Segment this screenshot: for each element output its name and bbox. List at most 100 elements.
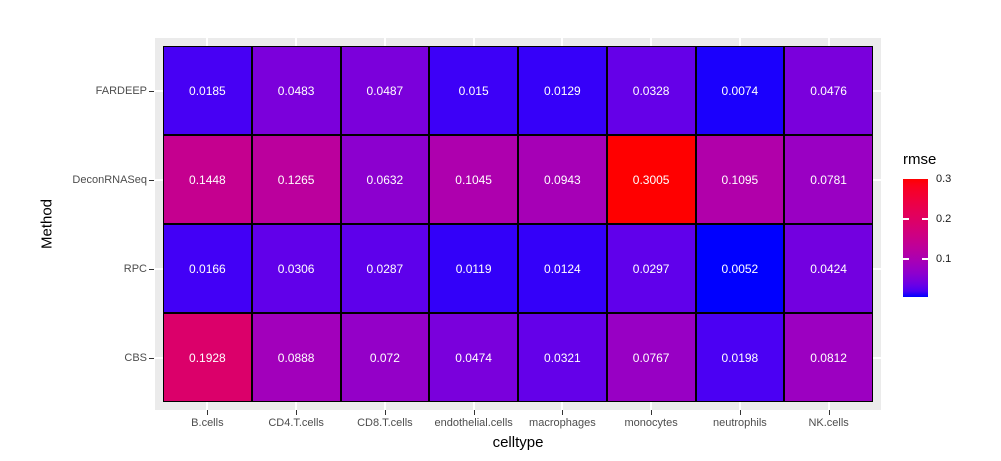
y-axis-tick-label: CBS	[124, 351, 147, 364]
cell-value: 0.0052	[721, 261, 759, 276]
heatmap-cell: 0.0287	[340, 224, 430, 313]
heatmap-cell: 0.0632	[340, 135, 430, 224]
heatmap-cell: 0.0943	[518, 135, 607, 224]
legend: rmse 0.3 0.2 0.1	[903, 151, 998, 311]
cell-value: 0.0321	[544, 350, 581, 365]
x-axis-tick-label: CD8.T.cells	[357, 417, 413, 429]
plot-panel: 0.0185 0.0483 0.0487 0.015 0.0129 0.0328 0.007…	[155, 38, 881, 410]
cell-value: 0.0767	[632, 350, 670, 365]
legend-colorbar	[903, 179, 928, 297]
heatmap-cell: 0.0321	[518, 313, 607, 402]
heatmap-cell: 0.0487	[340, 46, 430, 135]
heatmap-cell: 0.0306	[251, 224, 341, 313]
heatmap-cell: 0.1928	[163, 313, 252, 402]
cell-value: 0.0287	[366, 261, 404, 276]
heatmap-cell: 0.0888	[251, 313, 341, 402]
heatmap-cell: 0.1095	[695, 135, 785, 224]
cell-value: 0.072	[369, 350, 400, 365]
cell-value: 0.3005	[632, 172, 670, 187]
heatmap-cell: 0.1265	[251, 135, 341, 224]
x-axis-tick-label: B.cells	[191, 417, 224, 429]
heatmap-cell: 0.0052	[695, 224, 785, 313]
heatmap-cell: 0.0185	[163, 46, 252, 135]
x-axis-tick	[473, 410, 475, 415]
x-axis-tick-label: neutrophils	[712, 417, 767, 429]
cell-value: 0.0476	[810, 83, 847, 98]
x-axis-tick	[828, 410, 830, 415]
cell-value: 0.1265	[277, 172, 315, 187]
cell-value: 0.0943	[544, 172, 581, 187]
heatmap-cell: 0.0812	[784, 313, 873, 402]
heatmap-cell: 0.1045	[429, 135, 518, 224]
y-axis-tick-label: RPC	[123, 262, 147, 275]
cell-value: 0.0129	[544, 83, 581, 98]
cell-value: 0.0166	[189, 261, 226, 276]
x-axis-tick	[739, 410, 741, 415]
x-axis-tick	[207, 410, 209, 415]
cell-value: 0.015	[458, 83, 489, 98]
cell-value: 0.1045	[455, 172, 492, 187]
y-axis-tick	[149, 179, 154, 181]
cell-value: 0.0424	[810, 261, 847, 276]
heatmap-cell: 0.0474	[429, 313, 518, 402]
heatmap-cell: 0.0166	[163, 224, 252, 313]
heatmap-cell: 0.0198	[695, 313, 785, 402]
cell-value: 0.0483	[277, 83, 315, 98]
y-axis-tick	[149, 90, 154, 92]
heatmap-cell: 0.0328	[606, 46, 696, 135]
cell-value: 0.0487	[366, 83, 404, 98]
cell-value: 0.0328	[632, 83, 670, 98]
y-axis-title: Method	[38, 198, 56, 250]
heatmap-cell: 0.0297	[606, 224, 696, 313]
cell-value: 0.0888	[277, 350, 315, 365]
cell-value: 0.0306	[277, 261, 315, 276]
legend-title: rmse	[903, 151, 937, 168]
x-axis-tick	[296, 410, 298, 415]
x-axis-tick-label: NK.cells	[808, 417, 849, 429]
x-axis-tick-label: endothelial.cells	[434, 417, 513, 429]
heatmap-cell: 0.0767	[606, 313, 696, 402]
x-axis-tick-label: macrophages	[529, 417, 596, 429]
x-axis-title: celltype	[492, 434, 544, 451]
heatmap-cell: 0.3005	[606, 135, 696, 224]
cell-value: 0.1928	[189, 350, 226, 365]
heatmap-cell: 0.0124	[518, 224, 607, 313]
heatmap-cell: 0.0119	[429, 224, 518, 313]
cell-value: 0.0474	[455, 350, 492, 365]
y-axis-tick	[149, 268, 154, 270]
legend-tick	[922, 258, 928, 261]
x-axis-tick	[651, 410, 653, 415]
cell-value: 0.0198	[721, 350, 759, 365]
cell-value: 0.0781	[810, 172, 847, 187]
legend-tick	[922, 218, 928, 221]
legend-tick-label: 0.3	[936, 173, 952, 186]
cell-value: 0.0185	[189, 83, 226, 98]
heatmap-cell: 0.0476	[784, 46, 873, 135]
cell-value: 0.0812	[810, 350, 847, 365]
legend-tick	[903, 258, 909, 261]
x-axis-tick	[562, 410, 564, 415]
heatmap-tiles: 0.0185 0.0483 0.0487 0.015 0.0129 0.0328 0.007…	[163, 46, 873, 402]
legend-tick-label: 0.1	[936, 253, 952, 266]
legend-tick-label: 0.2	[936, 213, 952, 226]
cell-value: 0.0074	[721, 83, 759, 98]
cell-value: 0.1448	[189, 172, 226, 187]
cell-value: 0.0632	[366, 172, 404, 187]
cell-value: 0.1095	[721, 172, 759, 187]
legend-tick	[903, 218, 909, 221]
y-axis-tick-label: DeconRNASeq	[72, 173, 147, 186]
x-axis-tick-label: CD4.T.cells	[268, 417, 324, 429]
cell-value: 0.0119	[455, 261, 492, 276]
heatmap-cell: 0.0483	[251, 46, 341, 135]
x-axis-tick	[384, 410, 386, 415]
heatmap-cell: 0.0074	[695, 46, 785, 135]
heatmap-cell: 0.015	[429, 46, 518, 135]
y-axis-tick-label: FARDEEP	[95, 84, 147, 97]
heatmap-cell: 0.1448	[163, 135, 252, 224]
heatmap-cell: 0.072	[340, 313, 430, 402]
cell-value: 0.0124	[544, 261, 581, 276]
heatmap-cell: 0.0424	[784, 224, 873, 313]
y-axis-tick	[149, 357, 154, 359]
heatmap-cell: 0.0781	[784, 135, 873, 224]
